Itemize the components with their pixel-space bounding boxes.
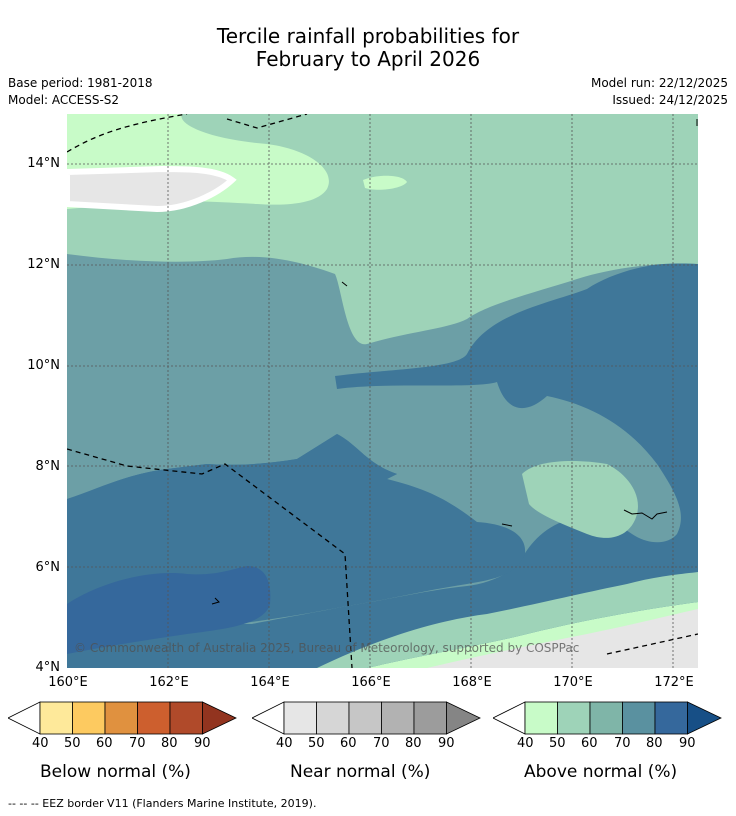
islands [211, 119, 698, 605]
above-40-50-islet [363, 175, 407, 190]
near-label-80: 80 [405, 736, 422, 751]
near-normal-north-region [67, 165, 237, 213]
above-50-60-bottom-band [317, 572, 698, 668]
near-normal-title: Near normal (%) [290, 762, 431, 782]
gridlines [67, 114, 698, 668]
colorbar-above-normal: 40 50 60 70 80 90 Above normal (%) [492, 700, 725, 800]
below-label-80: 80 [161, 736, 178, 751]
below-label-90: 90 [194, 736, 211, 751]
lat-label-14n: 14°N [27, 156, 60, 171]
eez-border-lines [67, 114, 698, 668]
above-label-50: 50 [549, 736, 566, 751]
map-title-line-1: Tercile rainfall probabilities for [216, 24, 520, 48]
lat-label-6n: 6°N [35, 560, 61, 575]
near-label-40: 40 [276, 736, 293, 751]
base-period: Base period: 1981-2018 [8, 76, 153, 90]
near-label-90: 90 [438, 736, 455, 751]
above-label-70: 70 [614, 736, 631, 751]
below-label-40: 40 [32, 736, 49, 751]
lon-label-172e: 172°E [654, 675, 694, 690]
near-label-70: 70 [373, 736, 390, 751]
above-80-90-region [67, 566, 271, 654]
lat-label-8n: 8°N [35, 459, 61, 474]
probability-map [67, 114, 698, 668]
lon-label-170e: 170°E [553, 675, 593, 690]
map-title-line-2: February to April 2026 [255, 47, 481, 71]
lon-label-166e: 166°E [351, 675, 391, 690]
below-normal-title: Below normal (%) [40, 762, 191, 782]
near-label-50: 50 [308, 736, 325, 751]
above-normal-title: Above normal (%) [524, 762, 678, 782]
near-label-60: 60 [340, 736, 357, 751]
model-name: Model: ACCESS-S2 [8, 93, 120, 107]
colorbar-below-normal-swatches [7, 701, 237, 735]
colorbar-near-normal: 40 50 60 70 80 90 Near normal (%) [251, 700, 482, 800]
colorbar-above-normal-swatches [492, 701, 722, 735]
below-label-50: 50 [64, 736, 81, 751]
issued-date: Issued: 24/12/2025 [612, 93, 728, 107]
above-label-80: 80 [646, 736, 663, 751]
below-label-60: 60 [96, 736, 113, 751]
lon-label-168e: 168°E [452, 675, 492, 690]
model-run-date: Model run: 22/12/2025 [590, 76, 728, 90]
eez-border-footnote: -- -- -- EEZ border V11 (Flanders Marine… [8, 797, 317, 810]
lon-label-164e: 164°E [250, 675, 290, 690]
colorbar-near-normal-swatches [251, 701, 481, 735]
lat-label-12n: 12°N [27, 257, 60, 272]
lat-label-4n: 4°N [35, 660, 61, 675]
near-normal-bottom-region [427, 609, 698, 668]
above-label-90: 90 [679, 736, 696, 751]
lat-label-10n: 10°N [27, 358, 60, 373]
below-label-70: 70 [129, 736, 146, 751]
lon-label-162e: 162°E [149, 675, 189, 690]
above-label-40: 40 [517, 736, 534, 751]
copyright-notice: © Commonwealth of Australia 2025, Bureau… [74, 641, 580, 655]
lon-label-160e: 160°E [48, 675, 88, 690]
above-label-60: 60 [581, 736, 598, 751]
above-50-60-east-patch [522, 461, 638, 538]
colorbar-below-normal: 40 50 60 70 80 90 Below normal (%) [7, 700, 238, 800]
